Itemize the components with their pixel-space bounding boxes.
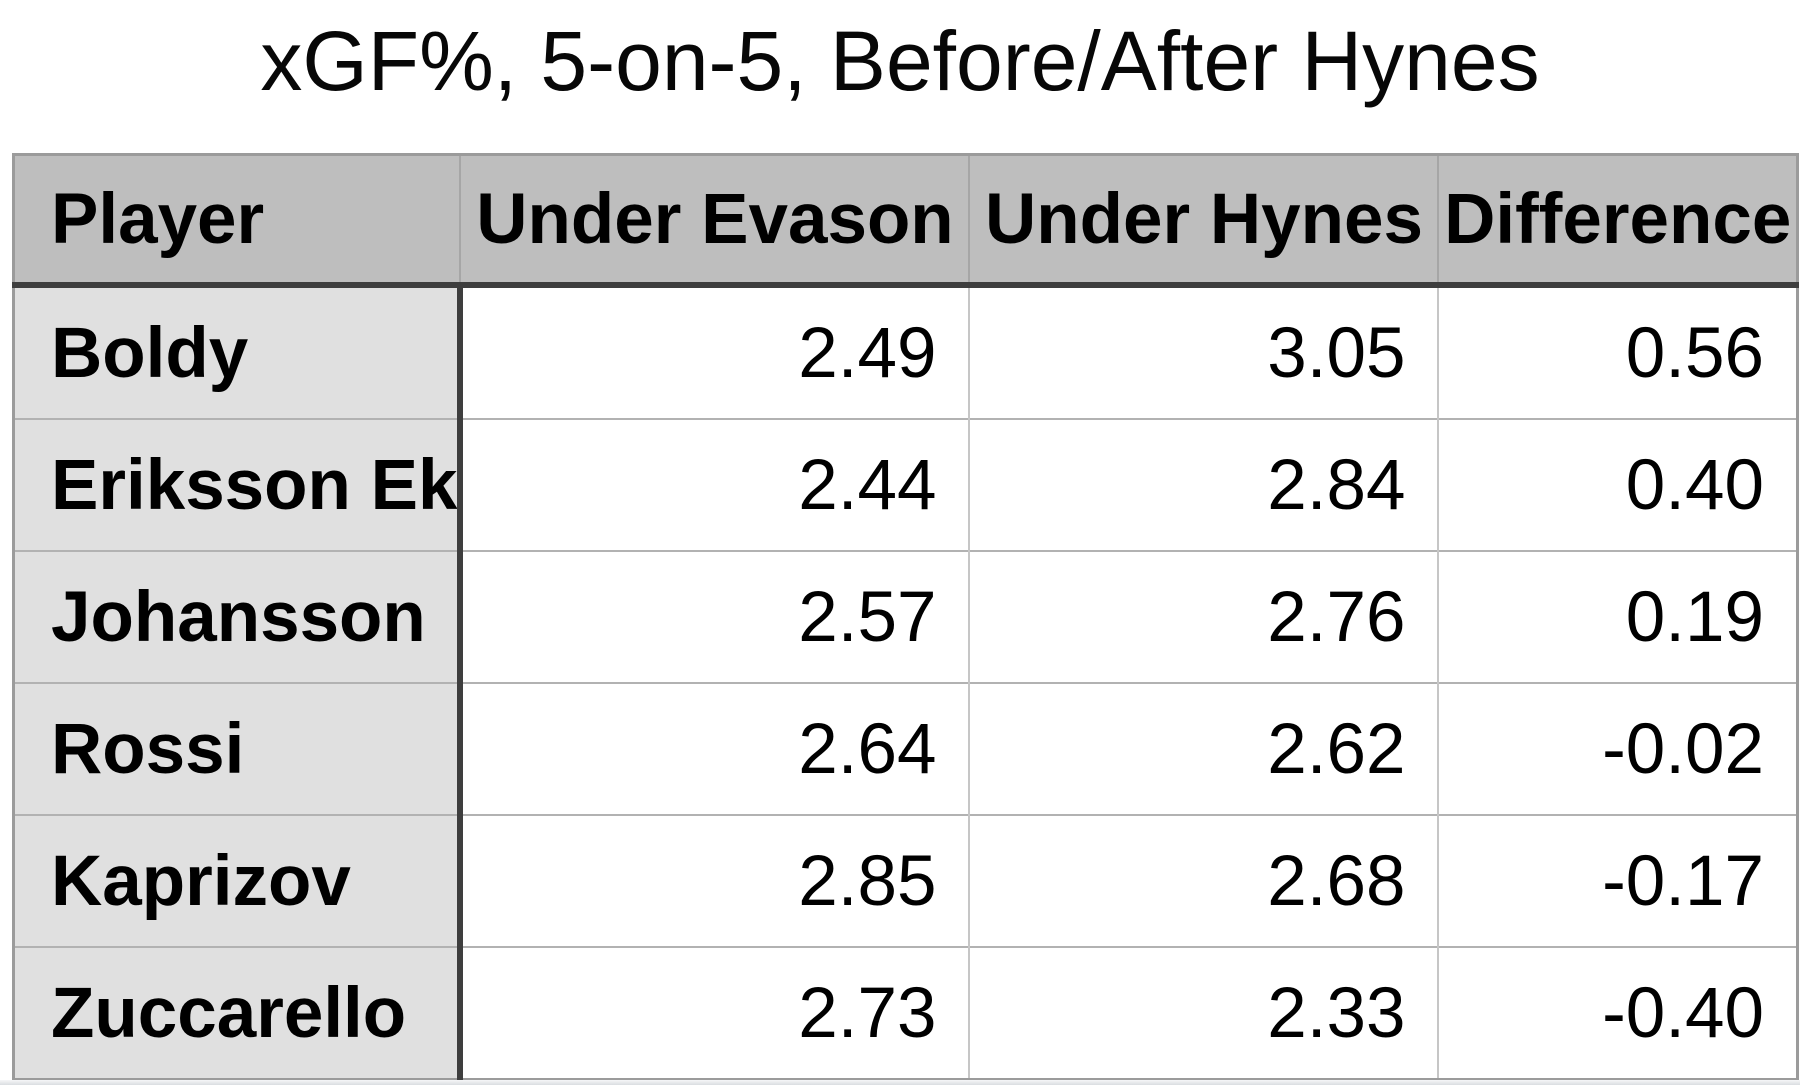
page-title: xGF%, 5-on-5, Before/After Hynes: [260, 14, 1540, 108]
value-cell: 0.19: [1437, 550, 1798, 683]
value-cell: 2.44: [459, 418, 970, 551]
player-cell: Johansson: [13, 550, 464, 683]
value-cell: -0.17: [1437, 814, 1798, 947]
table-row: Eriksson Ek 2.44 2.84 0.40: [13, 418, 1798, 551]
value-cell: 0.40: [1437, 418, 1798, 551]
table-body: Boldy 2.49 3.05 0.56 Eriksson Ek 2.44 2.84 0.40…: [13, 284, 1798, 1080]
value-cell: 2.76: [968, 550, 1439, 683]
window-bottom-strip: [0, 1080, 1800, 1085]
value-cell: 2.33: [968, 946, 1439, 1080]
table-header-row: Player Under Evason Under Hynes Differen…: [13, 154, 1798, 288]
player-cell: Zuccarello: [13, 946, 464, 1080]
value-cell: 0.56: [1437, 284, 1798, 419]
value-cell: 2.49: [459, 284, 970, 419]
player-cell: Boldy: [13, 284, 464, 419]
value-cell: 2.84: [968, 418, 1439, 551]
value-cell: -0.02: [1437, 682, 1798, 815]
table-row: Boldy 2.49 3.05 0.56: [13, 284, 1798, 419]
value-cell: 2.73: [459, 946, 970, 1080]
xgf-stats-table: Player Under Evason Under Hynes Differen…: [12, 153, 1799, 1081]
value-cell: 2.62: [968, 682, 1439, 815]
value-cell: 2.68: [968, 814, 1439, 947]
player-cell: Rossi: [13, 682, 464, 815]
col-header-under-evason: Under Evason: [459, 154, 970, 288]
table-row: Zuccarello 2.73 2.33 -0.40: [13, 946, 1798, 1080]
value-cell: 2.57: [459, 550, 970, 683]
value-cell: 3.05: [968, 284, 1439, 419]
player-cell: Eriksson Ek: [13, 418, 464, 551]
table-header: Player Under Evason Under Hynes Differen…: [13, 154, 1798, 288]
value-cell: 2.85: [459, 814, 970, 947]
col-header-difference: Difference: [1437, 154, 1798, 288]
value-cell: -0.40: [1437, 946, 1798, 1080]
table-row: Johansson 2.57 2.76 0.19: [13, 550, 1798, 683]
table-row: Kaprizov 2.85 2.68 -0.17: [13, 814, 1798, 947]
player-cell: Kaprizov: [13, 814, 464, 947]
col-header-player: Player: [13, 154, 461, 288]
col-header-under-hynes: Under Hynes: [968, 154, 1439, 288]
table-row: Rossi 2.64 2.62 -0.02: [13, 682, 1798, 815]
value-cell: 2.64: [459, 682, 970, 815]
